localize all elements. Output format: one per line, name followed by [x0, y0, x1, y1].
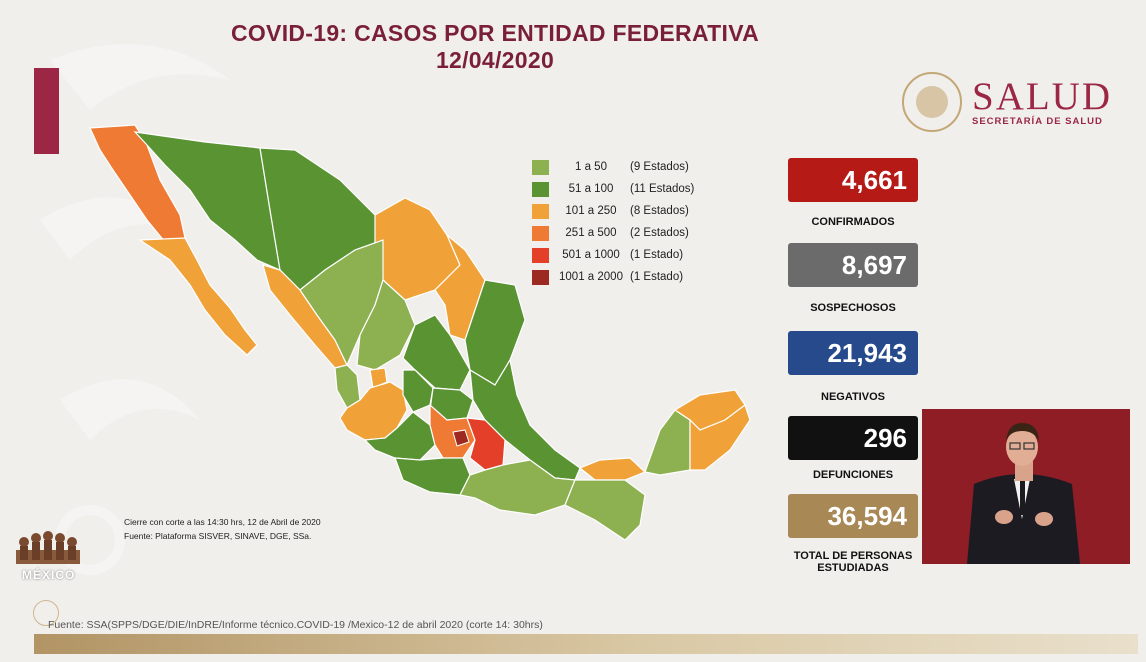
logo-word: SALUD: [972, 75, 1113, 118]
state-tabasco: [578, 457, 647, 481]
legend-item: 51 a 100 (11 Estados): [532, 182, 712, 198]
legend-item: 101 a 250 (8 Estados): [532, 204, 712, 220]
legend-count: (9 Estados): [630, 161, 689, 173]
legend-range: 101 a 250: [565, 205, 617, 217]
legend-count: (11 Estados): [630, 183, 695, 195]
state-nayarit: [334, 364, 361, 409]
sign-language-interpreter-video: [922, 409, 1130, 564]
legend-item: 1 a 50 (9 Estados): [532, 160, 712, 176]
accent-bar: [34, 68, 59, 154]
total-studied-count: 36,594: [788, 494, 918, 538]
heroes-icon: [16, 531, 80, 564]
mexico-emblem: MÉXICO: [14, 528, 84, 588]
footer-bar: [34, 634, 1138, 654]
state-guerrero: [394, 457, 471, 496]
suspected-label: SOSPECHOSOS: [810, 302, 896, 314]
legend-swatch: [532, 248, 549, 263]
legend-range: 1 a 50: [575, 161, 607, 173]
legend-count: (2 Estados): [630, 227, 689, 239]
title-main: COVID-19: CASOS POR ENTIDAD FEDERATIVA: [230, 20, 760, 46]
state-ciudad-de-mexico: [452, 429, 470, 447]
negative-count: 21,943: [788, 331, 918, 375]
state-chiapas: [564, 479, 646, 541]
legend-range: 51 a 100: [568, 183, 614, 195]
national-seal-icon: [902, 72, 962, 132]
cutoff-note: Cierre con corte a las 14:30 hrs, 12 de …: [124, 517, 321, 527]
deaths-label: DEFUNCIONES: [812, 469, 894, 481]
legend-swatch: [532, 182, 549, 197]
legend-item: 1001 a 2000 (1 Estado): [532, 270, 712, 286]
legend-count: (1 Estado): [630, 271, 684, 283]
salud-logo: SALUD SECRETARÍA DE SALUD: [902, 72, 1132, 134]
mexico-choropleth-map: [89, 124, 751, 541]
legend-swatch: [532, 204, 549, 219]
suspected-count: 8,697: [788, 243, 918, 287]
legend-range: 251 a 500: [565, 227, 617, 239]
legend-item: 501 a 1000 (1 Estado): [532, 248, 712, 264]
deaths-count: 296: [788, 416, 918, 460]
confirmed-label: CONFIRMADOS: [811, 216, 895, 228]
legend-item: 251 a 500 (2 Estados): [532, 226, 712, 242]
interpreter-figure: [922, 409, 1130, 564]
legend-count: (1 Estado): [630, 249, 684, 261]
state-sonora: [133, 131, 281, 271]
title-date: 12/04/2020: [435, 47, 555, 73]
state-campeche: [644, 409, 691, 476]
legend-range: 501 a 1000: [562, 249, 620, 261]
state-baja-california-sur: [138, 237, 258, 356]
mexico-word: MÉXICO: [22, 568, 76, 582]
legend-range: 1001 a 2000: [559, 271, 623, 283]
source-note: Fuente: Plataforma SISVER, SINAVE, DGE, …: [124, 531, 312, 541]
page-title: COVID-19: CASOS POR ENTIDAD FEDERATIVA 1…: [160, 20, 830, 74]
footer-seal-icon: [33, 600, 59, 626]
legend-count: (8 Estados): [630, 205, 689, 217]
state-nuevo-leon: [434, 234, 486, 341]
legend-swatch: [532, 226, 549, 241]
state-jalisco: [339, 381, 408, 441]
logo-subtitle: SECRETARÍA DE SALUD: [972, 116, 1103, 127]
state-aguascalientes: [369, 367, 388, 389]
footer-source: Fuente: SSA(SPPS/DGE/DIE/InDRE/Informe t…: [48, 619, 543, 631]
confirmed-count: 4,661: [788, 158, 918, 202]
state-quintana-roo: [689, 404, 751, 471]
total-studied-label-2: ESTUDIADAS: [817, 562, 889, 574]
total-studied-label: TOTAL DE PERSONAS: [793, 550, 913, 562]
legend-swatch: [532, 270, 549, 285]
legend-swatch: [532, 160, 549, 175]
negative-label: NEGATIVOS: [821, 391, 885, 403]
